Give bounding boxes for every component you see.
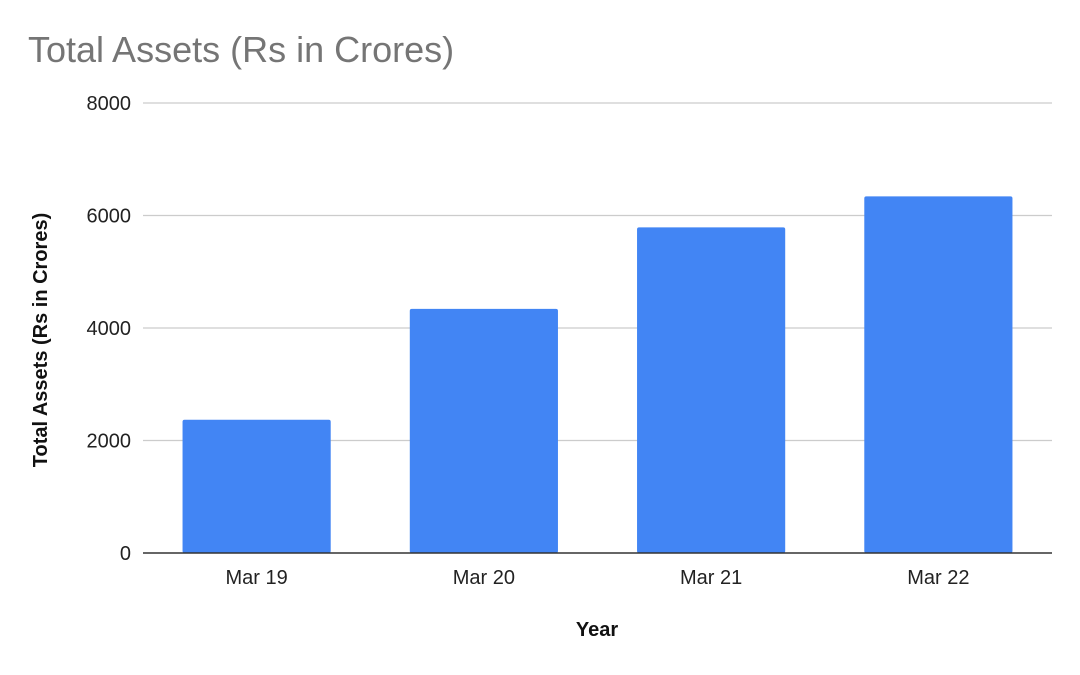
y-tick-label: 8000 bbox=[87, 93, 132, 115]
y-tick-label: 4000 bbox=[87, 318, 132, 340]
bar-mar-19 bbox=[182, 419, 331, 553]
x-tick-label: Mar 19 bbox=[226, 567, 288, 589]
chart-title: Total Assets (Rs in Crores) bbox=[28, 29, 454, 70]
x-tick-label: Mar 20 bbox=[453, 567, 515, 589]
y-tick-label: 6000 bbox=[87, 206, 132, 228]
bars bbox=[182, 196, 1013, 553]
y-tick-label: 2000 bbox=[87, 431, 132, 453]
x-axis-title: Year bbox=[576, 619, 618, 641]
x-axis-tick-labels: Mar 19 Mar 20 Mar 21 Mar 22 bbox=[226, 567, 970, 589]
bar-mar-21 bbox=[637, 227, 786, 553]
x-tick-label: Mar 21 bbox=[680, 567, 742, 589]
y-axis-tick-labels: 0 2000 4000 6000 8000 bbox=[87, 93, 132, 565]
x-tick-label: Mar 22 bbox=[907, 567, 969, 589]
y-axis-title: Total Assets (Rs in Crores) bbox=[30, 213, 52, 468]
y-tick-label: 0 bbox=[120, 543, 131, 565]
bar-mar-20 bbox=[409, 308, 558, 553]
bar-mar-22 bbox=[864, 196, 1013, 553]
